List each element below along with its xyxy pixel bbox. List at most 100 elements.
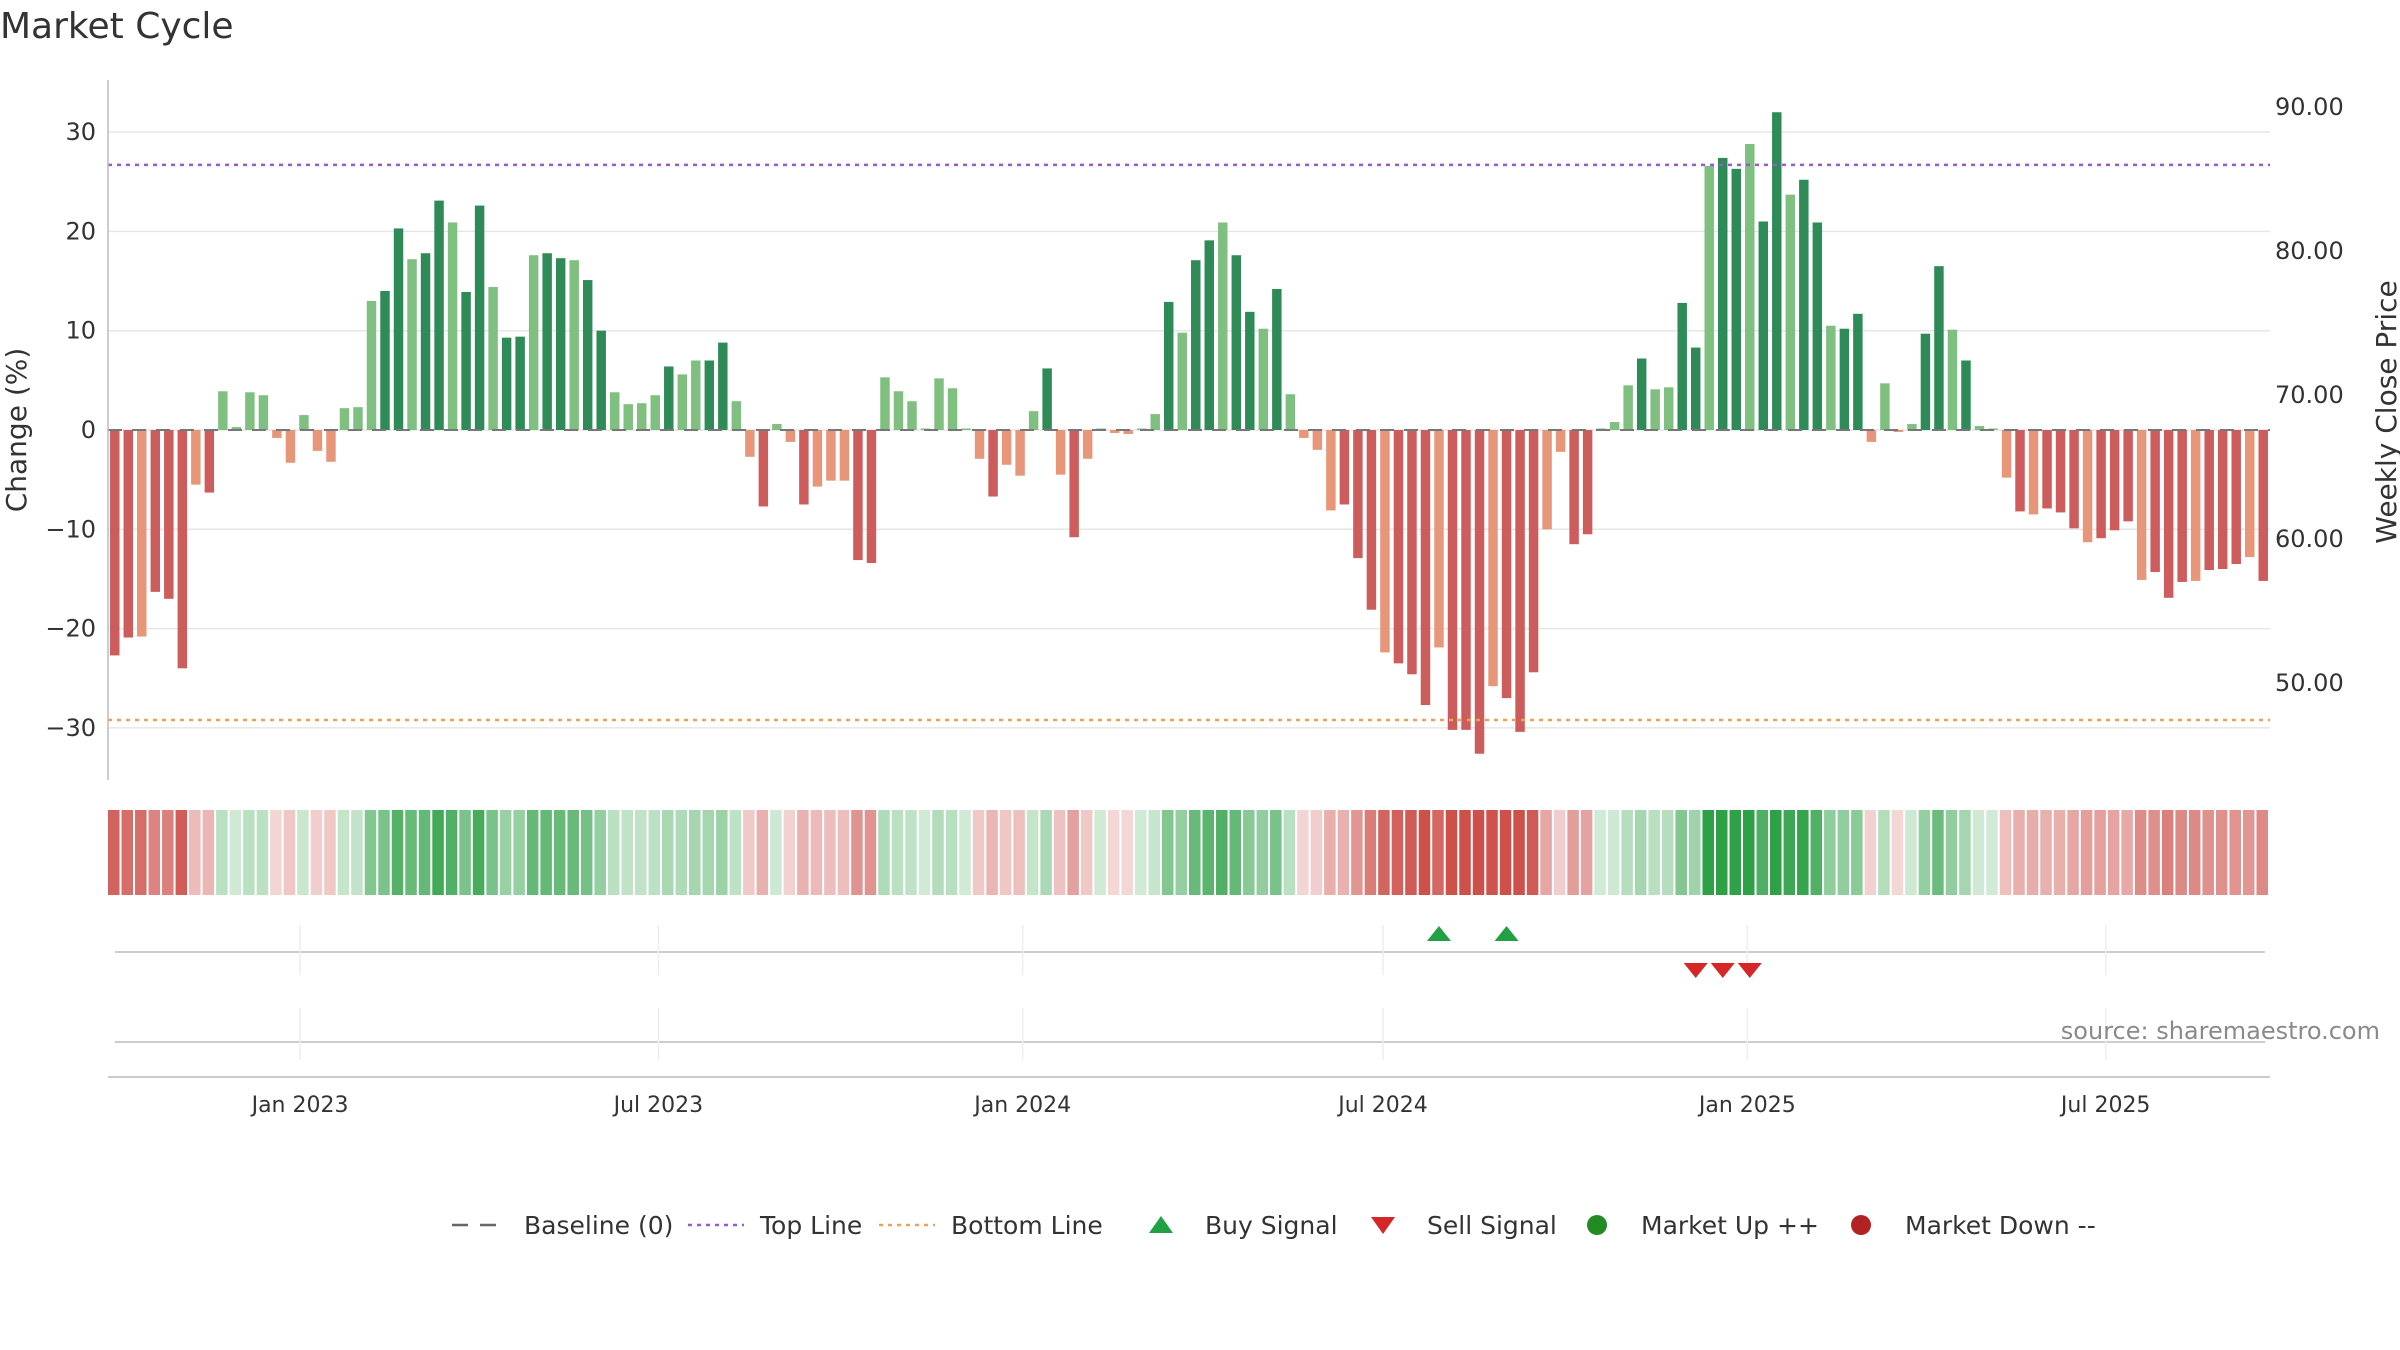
bar — [1082, 430, 1093, 459]
legend-swatch — [1149, 1216, 1173, 1233]
y2-tick-label: 50.00 — [2275, 669, 2344, 697]
heat-cell — [108, 810, 120, 895]
signal-panel — [115, 925, 2265, 978]
heat-cell — [1540, 810, 1552, 895]
bar — [1893, 430, 1904, 432]
bar — [1690, 347, 1701, 430]
heat-cell — [1418, 810, 1431, 895]
bar — [555, 258, 566, 430]
bar — [285, 430, 296, 463]
bar — [2069, 430, 2079, 529]
bar — [1677, 302, 1687, 430]
heat-cell — [1797, 810, 1809, 895]
heat-cell — [364, 810, 377, 895]
bar — [664, 366, 674, 430]
heat-cell — [2067, 810, 2079, 895]
bar — [988, 430, 998, 497]
bar — [2177, 430, 2187, 582]
bar — [1164, 301, 1174, 430]
bar — [1474, 430, 1485, 754]
heat-cell — [1810, 810, 1823, 895]
heat-cell — [729, 810, 742, 895]
bar — [1123, 430, 1133, 434]
heat-cell — [445, 810, 458, 895]
bar — [1920, 333, 1931, 430]
bar — [393, 228, 404, 430]
bar — [826, 430, 836, 481]
y2-axis-label: Weekly Close Price — [2370, 280, 2400, 543]
heat-cell — [162, 810, 174, 895]
bar — [501, 337, 512, 430]
heat-cell — [2161, 810, 2174, 895]
bar — [961, 428, 971, 430]
heat-cell — [1229, 810, 1242, 895]
bar — [461, 291, 471, 430]
bar — [2204, 430, 2214, 571]
heat-cell — [1148, 810, 1160, 895]
heat-cell — [324, 810, 336, 895]
bar — [1461, 430, 1471, 730]
heat-cell — [770, 810, 782, 895]
bar — [2217, 430, 2228, 570]
bar — [1609, 422, 1620, 430]
bar — [853, 430, 863, 561]
heat-cell — [1770, 810, 1782, 895]
bar — [2096, 430, 2106, 539]
heat-cell — [716, 810, 728, 895]
legend-label: Buy Signal — [1205, 1211, 1338, 1240]
bar — [245, 392, 255, 430]
legend-item: Sell Signal — [1371, 1211, 1557, 1240]
heat-cell — [675, 810, 688, 895]
legend-swatch — [1371, 1217, 1395, 1234]
bar — [677, 374, 688, 430]
heat-cell — [1459, 810, 1471, 895]
heat-cell — [1945, 810, 1958, 895]
bar — [866, 430, 877, 564]
heat-cell — [2121, 810, 2133, 895]
bar — [745, 430, 755, 457]
heat-cell — [2188, 810, 2201, 895]
y2-tick-label: 60.00 — [2275, 525, 2344, 553]
heat-cell — [1161, 810, 1174, 895]
bar — [974, 430, 985, 459]
heat-cell — [621, 810, 633, 895]
bar — [1515, 430, 1525, 732]
bar — [447, 222, 458, 430]
heat-cell — [1999, 810, 2012, 895]
heat-cell — [2134, 810, 2147, 895]
heat-cell — [810, 810, 823, 895]
heat-cell — [1040, 810, 1052, 895]
heat-cell — [486, 810, 498, 895]
heat-cell — [634, 810, 647, 895]
bar — [934, 378, 944, 430]
heat-cell — [1688, 810, 1701, 895]
legend-item: Buy Signal — [1149, 1211, 1338, 1240]
y2-tick-label: 90.00 — [2275, 93, 2344, 121]
bar — [528, 255, 539, 430]
bar — [1799, 179, 1809, 430]
heat-cell — [1378, 810, 1390, 895]
bar — [1393, 430, 1404, 664]
heat-cell — [945, 810, 958, 895]
bar — [1718, 157, 1728, 430]
bar — [1907, 424, 1917, 430]
heat-cell — [878, 810, 890, 895]
heat-cell — [932, 810, 944, 895]
heat-cell — [243, 810, 255, 895]
bar — [1785, 194, 1796, 430]
heat-cell — [972, 810, 985, 895]
heat-cell — [1121, 810, 1133, 895]
bar — [2028, 430, 2039, 515]
bar — [799, 430, 809, 505]
heat-cell — [594, 810, 606, 895]
heat-cell — [2026, 810, 2039, 895]
heat-cell — [513, 810, 525, 895]
legend-swatch — [1587, 1215, 1607, 1235]
bar — [1231, 255, 1242, 430]
heat-cell — [351, 810, 363, 895]
legend-label: Top Line — [759, 1211, 862, 1240]
bar — [2258, 430, 2268, 581]
heat-cell — [1851, 810, 1863, 895]
heat-cell — [1405, 810, 1417, 895]
bar — [1501, 430, 1512, 699]
